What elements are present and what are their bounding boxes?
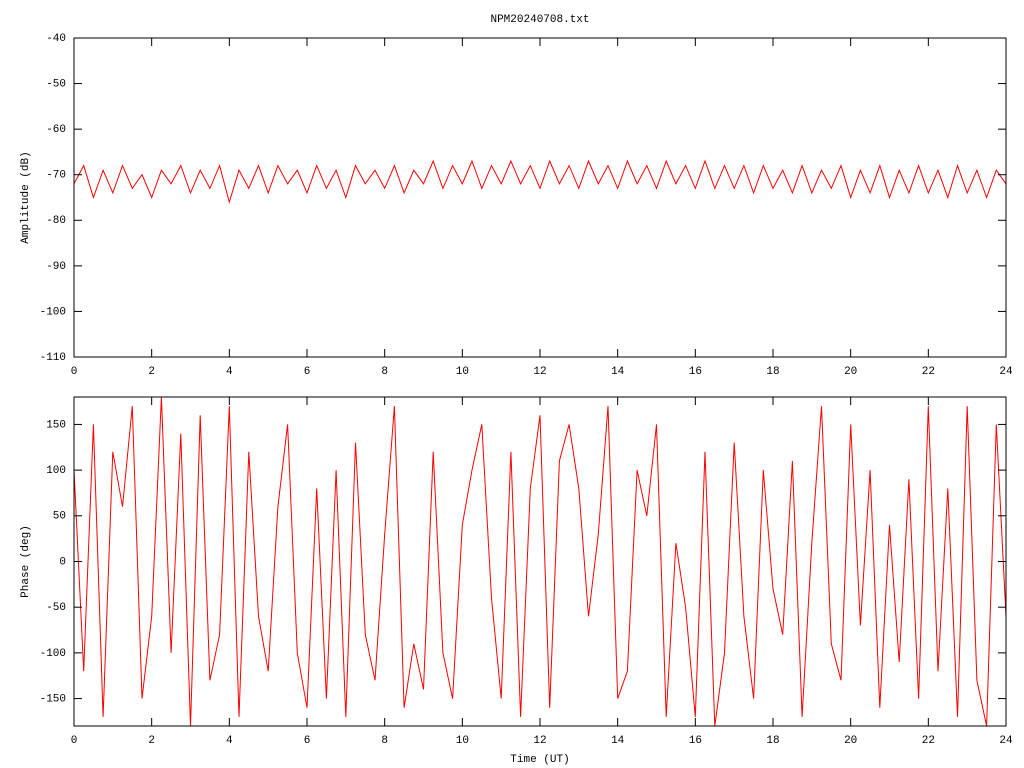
y-tick-label: -100: [40, 648, 66, 660]
y-tick-label: -70: [46, 170, 66, 182]
y-tick-label: -110: [40, 352, 66, 364]
y-tick-label: 0: [59, 556, 66, 568]
y-tick-label: -50: [46, 78, 66, 90]
x-tick-label: 10: [456, 366, 469, 378]
x-tick-label: 24: [999, 366, 1013, 378]
x-tick-label: 2: [148, 366, 155, 378]
x-axis-label: Time (UT): [510, 754, 569, 766]
x-tick-label: 10: [456, 735, 469, 747]
x-tick-label: 0: [71, 366, 78, 378]
x-tick-label: 0: [71, 735, 78, 747]
y-tick-label: -150: [40, 693, 66, 705]
x-tick-label: 12: [533, 366, 546, 378]
x-tick-label: 4: [226, 735, 233, 747]
x-tick-label: 14: [611, 735, 625, 747]
x-tick-label: 22: [922, 366, 935, 378]
y-tick-label: 100: [46, 465, 66, 477]
x-tick-label: 20: [844, 735, 857, 747]
y-tick-label: -40: [46, 33, 66, 45]
x-tick-label: 22: [922, 735, 935, 747]
y-tick-label: -100: [40, 306, 66, 318]
x-tick-label: 2: [148, 735, 155, 747]
y-tick-label: -50: [46, 602, 66, 614]
x-tick-label: 20: [844, 366, 857, 378]
x-tick-label: 24: [999, 735, 1013, 747]
plot-frame: [73, 396, 1007, 727]
x-tick-label: 8: [381, 366, 388, 378]
x-tick-label: 12: [533, 735, 546, 747]
plot-frame: [73, 37, 1007, 358]
data-line: [73, 159, 1007, 204]
x-tick-label: 16: [689, 735, 702, 747]
y-axis-label: Phase (deg): [20, 525, 32, 598]
x-tick-label: 16: [689, 366, 702, 378]
x-tick-label: 4: [226, 366, 233, 378]
x-tick-label: 18: [766, 735, 779, 747]
y-tick-label: 50: [53, 511, 66, 523]
y-tick-label: -60: [46, 124, 66, 136]
x-tick-label: 8: [381, 735, 388, 747]
y-tick-label: 150: [46, 419, 66, 431]
x-tick-label: 18: [766, 366, 779, 378]
y-axis-label: Amplitude (dB): [20, 151, 32, 243]
data-line: [73, 396, 1007, 727]
x-tick-label: 6: [304, 735, 311, 747]
x-tick-label: 14: [611, 366, 625, 378]
chart-title: NPM20240708.txt: [490, 14, 589, 26]
y-tick-label: -90: [46, 261, 66, 273]
y-tick-label: -80: [46, 215, 66, 227]
x-tick-label: 6: [304, 366, 311, 378]
